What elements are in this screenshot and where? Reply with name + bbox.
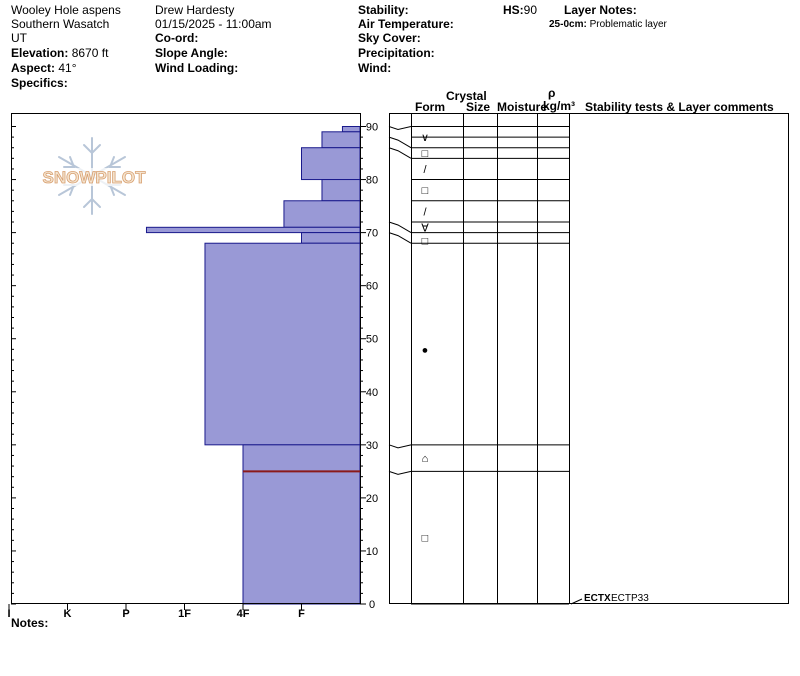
mountain-range: Southern Wasatch xyxy=(11,17,110,31)
size-header: Size xyxy=(466,100,491,114)
y-tick-label: 20 xyxy=(366,493,378,505)
stability-label: Stability: xyxy=(358,3,409,17)
elevation-value: 8670 ft xyxy=(71,46,109,60)
grain-form-symbol: □ xyxy=(422,148,429,160)
snowpilot-logo: SNOWPILOT xyxy=(32,137,156,215)
layer-note-text: Problematic layer xyxy=(589,19,667,30)
observation-datetime: 01/15/2025 - 11:00am xyxy=(155,17,272,31)
stability-test-name: ECTX xyxy=(584,593,611,604)
hardness-layer-bar xyxy=(204,242,361,446)
layer-note: 25-0cm: Problematic layer xyxy=(549,18,667,32)
state: UT xyxy=(11,31,27,45)
layer-note-range: 25-0cm: xyxy=(549,19,587,30)
layer-connector-line xyxy=(388,444,412,449)
stability-test-pointer xyxy=(570,598,583,605)
density-unit-header: kg/m³ xyxy=(543,99,576,113)
hardness-chart-frame xyxy=(11,113,361,604)
crystal-header: Crystal xyxy=(446,89,487,103)
elevation-field: Elevation: 8670 ft xyxy=(11,46,108,60)
hardness-layer-bar xyxy=(321,179,361,202)
y-tick-label: 80 xyxy=(366,175,378,187)
layer-connector-line xyxy=(388,147,412,159)
y-tick-label: 90 xyxy=(366,122,378,134)
wind-label: Wind: xyxy=(358,61,392,75)
layer-notes-label: Layer Notes: xyxy=(564,3,637,17)
y-tick-label: 10 xyxy=(366,546,378,558)
grain-form-symbol: ● xyxy=(422,344,429,356)
hardness-layer-bar xyxy=(145,226,361,234)
hs-field: HS:90 xyxy=(503,3,537,17)
y-tick-label: 70 xyxy=(366,228,378,240)
hardness-layer-bar xyxy=(242,444,361,605)
aspect-value: 41° xyxy=(58,61,77,75)
layer-connector-line xyxy=(388,470,412,475)
hs-value: 90 xyxy=(523,3,538,17)
aspect-label: Aspect: xyxy=(11,61,56,75)
form-header: Form xyxy=(415,100,445,114)
moisture-header: Moisture xyxy=(497,100,548,114)
grain-form-symbol: □ xyxy=(422,236,429,248)
grain-form-symbol: / xyxy=(423,206,427,218)
specifics-label: Specifics: xyxy=(11,76,68,90)
logo-text: SNOWPILOT xyxy=(43,168,147,187)
grain-form-symbol: □ xyxy=(422,185,429,197)
stability-comments-header: Stability tests & Layer comments xyxy=(585,100,774,114)
y-tick-label: 0 xyxy=(369,599,375,611)
layer-connector-line xyxy=(388,136,412,149)
x-tick-label: F xyxy=(298,608,305,620)
layer-connector-line xyxy=(388,126,412,131)
x-tick-label: I xyxy=(7,608,10,620)
hardness-layer-bar xyxy=(341,126,361,133)
location-name: Wooley Hole aspens xyxy=(11,3,121,17)
x-tick-label: K xyxy=(64,608,72,620)
aspect-field: Aspect: 41° xyxy=(11,61,77,75)
stability-test-result: ECTP33 xyxy=(611,593,649,604)
x-tick-label: P xyxy=(122,608,129,620)
grain-form-symbol: ∨ xyxy=(421,132,429,144)
observer-name: Drew Hardesty xyxy=(155,3,235,17)
grain-form-symbol: ∀ xyxy=(421,222,429,234)
layer-table-frame xyxy=(389,113,789,604)
y-tick-label: 30 xyxy=(366,440,378,452)
wind-loading-label: Wind Loading: xyxy=(155,61,239,75)
slope-angle-label: Slope Angle: xyxy=(155,46,228,60)
grain-form-symbol: ⌂ xyxy=(422,453,429,465)
x-tick-label: 4F xyxy=(237,608,250,620)
x-tick-label: 1F xyxy=(178,608,191,620)
coord-label: Co-ord: xyxy=(155,31,199,45)
air-temperature-label: Air Temperature: xyxy=(358,17,454,31)
sky-cover-label: Sky Cover: xyxy=(358,31,421,45)
layer-connector-line xyxy=(388,221,412,234)
y-tick-label: 40 xyxy=(366,387,378,399)
precipitation-label: Precipitation: xyxy=(358,46,435,60)
hardness-layer-bar xyxy=(301,232,361,244)
hardness-layer-bar xyxy=(301,147,361,181)
elevation-label: Elevation: xyxy=(11,46,69,60)
grain-form-symbol: □ xyxy=(422,533,429,545)
rho-header: ρ xyxy=(548,86,556,100)
y-tick-label: 50 xyxy=(366,334,378,346)
layer-connector-line xyxy=(388,232,412,244)
hs-label: HS: xyxy=(503,3,524,17)
hardness-layer-bar xyxy=(321,131,361,149)
y-tick-label: 60 xyxy=(366,281,378,293)
grain-form-symbol: / xyxy=(423,164,427,176)
hardness-layer-bar xyxy=(283,200,361,228)
notes-label: Notes: xyxy=(11,616,49,630)
